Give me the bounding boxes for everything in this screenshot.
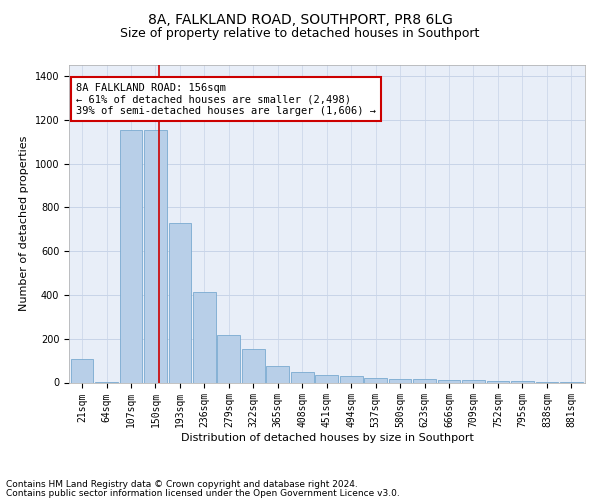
Bar [291, 372, 314, 382]
Bar [316, 375, 338, 382]
Text: 8A FALKLAND ROAD: 156sqm
← 61% of detached houses are smaller (2,498)
39% of sem: 8A FALKLAND ROAD: 156sqm ← 61% of detach… [76, 82, 376, 116]
Bar [389, 379, 412, 382]
Bar [193, 292, 216, 382]
Text: 8A, FALKLAND ROAD, SOUTHPORT, PR8 6LG: 8A, FALKLAND ROAD, SOUTHPORT, PR8 6LG [148, 12, 452, 26]
Text: Contains public sector information licensed under the Open Government Licence v3: Contains public sector information licen… [6, 488, 400, 498]
Bar [340, 376, 362, 382]
Y-axis label: Number of detached properties: Number of detached properties [19, 136, 29, 312]
Bar [144, 130, 167, 382]
Text: Contains HM Land Registry data © Crown copyright and database right 2024.: Contains HM Land Registry data © Crown c… [6, 480, 358, 489]
Bar [266, 366, 289, 382]
X-axis label: Distribution of detached houses by size in Southport: Distribution of detached houses by size … [181, 433, 473, 443]
Bar [413, 379, 436, 382]
Bar [487, 380, 509, 382]
Bar [462, 380, 485, 382]
Bar [242, 348, 265, 382]
Bar [169, 222, 191, 382]
Bar [71, 359, 94, 382]
Text: Size of property relative to detached houses in Southport: Size of property relative to detached ho… [121, 28, 479, 40]
Bar [119, 130, 142, 382]
Bar [364, 378, 387, 382]
Bar [437, 380, 460, 382]
Bar [217, 336, 240, 382]
